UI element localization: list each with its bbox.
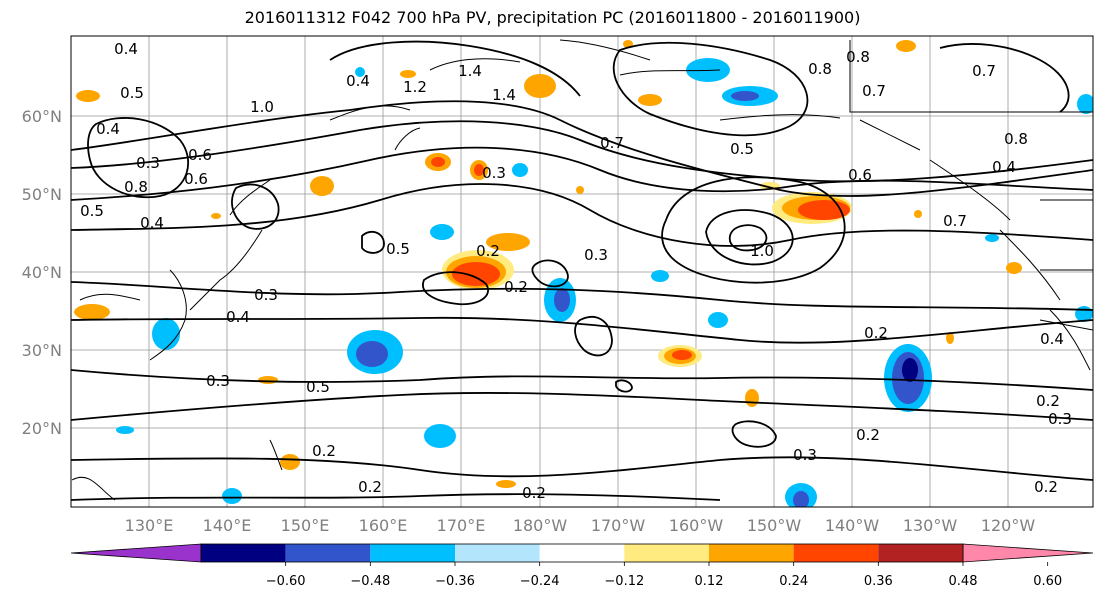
lon-tick-label: 140°W [825,516,880,535]
contour-label: 1.4 [492,86,516,104]
contour-label: 0.2 [476,242,500,260]
contour-label: 0.8 [808,60,832,78]
contour-label: 0.2 [856,426,880,444]
lat-tick-label: 30°N [22,341,62,360]
contour-label: 0.5 [120,84,144,102]
contour-label: 0.4 [140,214,164,232]
colorbar-border [200,543,964,563]
contour-label: 0.6 [184,170,208,188]
precip-positive-blobs [74,40,1022,488]
contour-label: 0.3 [206,372,230,390]
lon-tick-label: 130°E [125,516,174,535]
contour-label: 0.7 [600,134,624,152]
contour-label: 0.8 [124,178,148,196]
colorbar-tick-label: −0.36 [435,574,475,589]
contour-label: 0.5 [80,202,104,220]
contour-label: 0.3 [584,246,608,264]
lat-tick-label: 50°N [22,185,62,204]
map-frame [71,36,1093,507]
contour-label: 0.8 [1004,130,1028,148]
lon-tick-label: 120°W [981,516,1036,535]
lon-tick-label: 170°E [437,516,486,535]
lon-tick-label: 160°E [359,516,408,535]
colorbar-tick-label: 0.24 [779,574,808,589]
contour-label: 0.3 [1048,410,1072,428]
colorbar-segment [793,544,879,562]
colorbar-segment [370,544,455,562]
pv-contour-labels: 0.40.50.40.30.80.40.50.61.01.41.2 1.40.60… [80,40,1072,502]
contour-label: 0.2 [504,278,528,296]
colorbar-tick-label: 0.12 [695,574,724,589]
contour-label: 0.4 [226,308,250,326]
contour-label: 0.2 [522,484,546,502]
contour-label: 0.6 [188,146,212,164]
map-title: 2016011312 F042 700 hPa PV, precipitatio… [244,8,861,27]
colorbar-tick-label: 0.60 [1033,574,1062,589]
contour-label: 0.2 [864,324,888,342]
contour-label: 0.4 [346,72,370,90]
colorbar-tick-label: −0.60 [266,574,306,589]
contour-label: 0.3 [793,446,817,464]
colorbar-tick-label: 0.48 [949,574,978,589]
colorbar-segment [455,544,540,562]
contour-label: 0.5 [730,140,754,158]
contour-label: 0.3 [482,164,506,182]
colorbar: −0.60 −0.48 −0.36 −0.24 −0.12 0.12 0.24 0.36 0.4… [70,543,1094,589]
lon-tick-label: 170°W [591,516,646,535]
longitude-labels: 130°E 140°E 150°E 160°E 170°E 180°W 170°W 160°W… [125,516,1036,535]
colorbar-tick-label: −0.48 [350,574,390,589]
precip-negative-blobs [116,58,1093,507]
colorbar-tick-label: −0.12 [604,574,644,589]
pv-contours [71,40,1093,501]
lat-tick-label: 60°N [22,107,62,126]
contour-label: 0.7 [972,62,996,80]
lat-tick-label: 40°N [22,263,62,282]
lon-tick-label: 150°E [281,516,330,535]
lon-tick-label: 160°W [669,516,724,535]
colorbar-segment [285,544,371,562]
contour-label: 0.4 [114,40,138,58]
contour-label: 0.4 [1040,330,1064,348]
colorbar-segment [201,544,286,562]
contour-label: 1.2 [403,78,427,96]
contour-label: 0.2 [358,478,382,496]
colorbar-segment [70,543,202,563]
lon-tick-label: 180°W [513,516,568,535]
precip-shading [74,40,1093,507]
contour-label: 0.4 [96,120,120,138]
contour-label: 1.4 [458,62,482,80]
contour-label: 0.7 [862,82,886,100]
contour-label: 1.0 [250,98,274,116]
colorbar-segment [962,543,1094,563]
contour-label: 0.3 [136,154,160,172]
map-border [70,35,1094,508]
colorbar-tick-label: 0.36 [864,574,893,589]
lon-tick-label: 140°E [203,516,252,535]
colorbar-segment [878,544,963,562]
contour-label: 0.7 [943,212,967,230]
lon-tick-label: 130°W [903,516,958,535]
contour-label: 1.0 [750,242,774,260]
contour-label: 0.5 [386,240,410,258]
colorbar-segment [539,544,625,562]
contour-label: 0.5 [306,378,330,396]
contour-label: 0.6 [848,166,872,184]
colorbar-segment [624,544,709,562]
contour-label: 0.3 [254,286,278,304]
contour-label: 0.2 [1036,392,1060,410]
latitude-labels: 60°N 50°N 40°N 30°N 20°N [22,107,62,438]
contour-label: 0.4 [992,158,1016,176]
contour-label: 0.8 [846,48,870,66]
contour-label: 0.2 [312,442,336,460]
colorbar-segment [709,544,794,562]
lon-tick-label: 150°W [747,516,802,535]
lat-tick-label: 20°N [22,419,62,438]
colorbar-tick-label: −0.24 [520,574,560,589]
contour-label: 0.2 [1034,478,1058,496]
